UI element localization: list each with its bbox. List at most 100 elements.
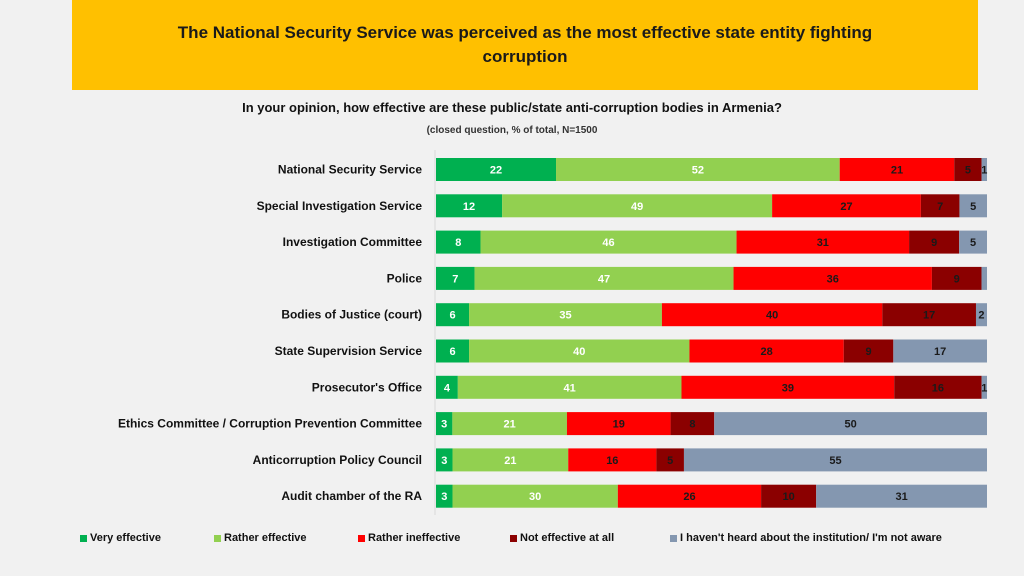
bar-segment bbox=[436, 158, 557, 181]
bar-segment bbox=[436, 412, 453, 436]
bar-segment bbox=[436, 303, 470, 327]
data-label: 21 bbox=[504, 455, 516, 467]
bar-segment bbox=[736, 230, 910, 254]
bar-segment bbox=[436, 448, 453, 472]
bar-segment bbox=[436, 484, 453, 508]
bar-segment bbox=[436, 230, 481, 254]
legend-label: Rather ineffective bbox=[368, 532, 461, 544]
legend-item: Rather effective bbox=[214, 532, 307, 544]
bar-segment bbox=[436, 375, 458, 399]
data-label: 27 bbox=[840, 201, 852, 213]
legend: Very effective Rather effective Rather ine… bbox=[80, 532, 980, 548]
chart-note: (closed question, % of total, N=1500 bbox=[426, 125, 598, 136]
data-label: 19 bbox=[613, 419, 625, 431]
bar-segment bbox=[954, 158, 982, 181]
data-label: 46 bbox=[602, 237, 614, 249]
data-label: 47 bbox=[598, 273, 610, 285]
bar-segment bbox=[436, 194, 503, 218]
data-label: 8 bbox=[455, 237, 461, 249]
bar-segment bbox=[436, 339, 470, 363]
bar-segment bbox=[452, 412, 567, 436]
bar-segment bbox=[556, 158, 840, 181]
bar-segment bbox=[909, 230, 960, 254]
legend-item: Rather ineffective bbox=[358, 532, 460, 544]
data-label: 31 bbox=[895, 491, 907, 503]
category-label: Special Investigation Service bbox=[257, 199, 423, 213]
data-label: 21 bbox=[504, 419, 516, 431]
data-label: 41 bbox=[564, 382, 576, 394]
legend-item: Very effective bbox=[80, 532, 161, 544]
data-label: 1 bbox=[981, 382, 987, 394]
category-label: Bodies of Justice (court) bbox=[281, 308, 422, 322]
legend-item: I haven't heard about the institution/ I… bbox=[670, 532, 942, 544]
data-label: 7 bbox=[452, 273, 458, 285]
data-label: 28 bbox=[760, 346, 772, 358]
legend-label: I haven't heard about the institution/ I… bbox=[680, 532, 942, 544]
bar-segment bbox=[959, 194, 987, 218]
legend-item: Not effective at all bbox=[510, 532, 614, 544]
data-label: 16 bbox=[932, 382, 944, 394]
data-label: 5 bbox=[965, 165, 971, 177]
data-label: 9 bbox=[954, 273, 960, 285]
bar-segment bbox=[568, 448, 657, 472]
bar-segment bbox=[882, 303, 976, 327]
data-label: 36 bbox=[827, 273, 839, 285]
data-label: 17 bbox=[934, 346, 946, 358]
bar-segment bbox=[683, 448, 987, 472]
data-label: 22 bbox=[490, 165, 502, 177]
bar-segment bbox=[761, 484, 817, 508]
data-label: 4 bbox=[444, 382, 451, 394]
bar-segment bbox=[474, 266, 734, 290]
bar-segment bbox=[689, 339, 844, 363]
data-label: 5 bbox=[667, 455, 673, 467]
bar-segment bbox=[502, 194, 773, 218]
category-label: National Security Service bbox=[278, 163, 422, 177]
data-label: 9 bbox=[931, 237, 937, 249]
data-label: 2 bbox=[978, 310, 984, 322]
bar-segment bbox=[981, 158, 987, 181]
bar-segment bbox=[816, 484, 987, 508]
data-label: 16 bbox=[606, 455, 618, 467]
category-label: Investigation Committee bbox=[283, 235, 423, 249]
data-label: 6 bbox=[449, 346, 455, 358]
chart-question: In your opinion, how effective are these… bbox=[242, 100, 782, 115]
category-label: Ethics Committee / Corruption Prevention… bbox=[118, 417, 422, 431]
bar-segment bbox=[920, 194, 960, 218]
data-label: 39 bbox=[782, 382, 794, 394]
bar-segment bbox=[981, 375, 987, 399]
data-label: 9 bbox=[865, 346, 871, 358]
bar-segment bbox=[772, 194, 921, 218]
legend-label: Rather effective bbox=[224, 532, 307, 544]
bar-segment bbox=[656, 448, 684, 472]
data-label: 8 bbox=[689, 419, 695, 431]
data-label: 6 bbox=[449, 310, 455, 322]
category-label: Police bbox=[387, 271, 423, 285]
data-label: 17 bbox=[923, 310, 935, 322]
data-label: 52 bbox=[692, 165, 704, 177]
data-label: 5 bbox=[970, 201, 976, 213]
data-label: 21 bbox=[891, 165, 903, 177]
bar-segment bbox=[714, 412, 987, 436]
bar-segment bbox=[843, 339, 894, 363]
legend-label: Very effective bbox=[90, 532, 161, 544]
bar-segment bbox=[469, 339, 690, 363]
legend-swatch bbox=[358, 534, 365, 542]
bar-segment bbox=[981, 266, 987, 290]
bar-segment bbox=[480, 230, 737, 254]
data-label: 40 bbox=[766, 310, 778, 322]
bar-segment bbox=[670, 412, 715, 436]
legend-swatch bbox=[670, 534, 677, 542]
data-label: 35 bbox=[559, 310, 571, 322]
bar-segment bbox=[893, 339, 987, 363]
bar-segment bbox=[975, 303, 987, 327]
bar-segment bbox=[839, 158, 955, 181]
bar-segment bbox=[566, 412, 671, 436]
category-label: Anticorruption Policy Council bbox=[253, 453, 422, 467]
data-label: 40 bbox=[573, 346, 585, 358]
data-label: 3 bbox=[441, 455, 447, 467]
bar-segment bbox=[617, 484, 762, 508]
bar-segment bbox=[931, 266, 982, 290]
bar-segment bbox=[452, 448, 569, 472]
bar-segment bbox=[452, 484, 618, 508]
